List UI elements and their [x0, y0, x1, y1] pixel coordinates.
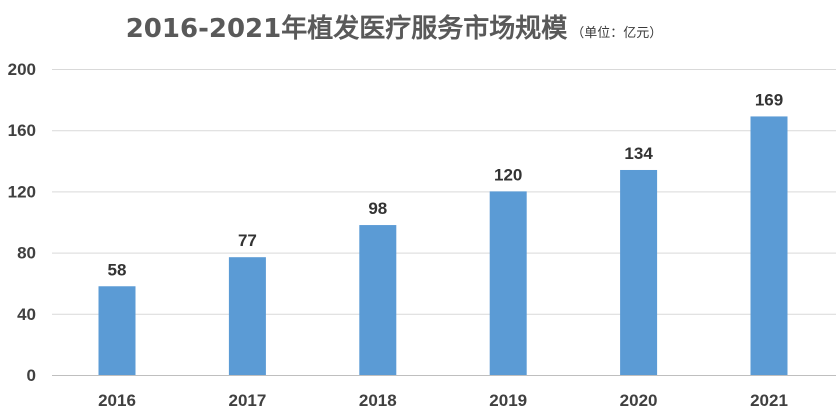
data-label: 77 [238, 231, 257, 250]
y-tick-label: 120 [8, 182, 36, 201]
data-label: 134 [624, 144, 653, 163]
y-tick-label: 0 [27, 366, 36, 385]
x-tick-label: 2019 [489, 391, 527, 410]
y-axis-ticks: 0 40 80 120 160 200 [8, 60, 36, 385]
x-tick-label: 2016 [98, 391, 136, 410]
y-tick-label: 160 [8, 121, 36, 140]
bar [98, 286, 136, 375]
data-label: 98 [368, 199, 387, 218]
x-tick-label: 2017 [228, 391, 266, 410]
y-tick-label: 40 [17, 305, 36, 324]
y-tick-label: 200 [8, 60, 36, 79]
x-tick-label: 2018 [359, 391, 397, 410]
chart-title: 2016-2021年植发医疗服务市场规模 （单位：亿元） [126, 13, 663, 44]
bar [750, 116, 788, 376]
chart-title-unit: （单位：亿元） [571, 26, 662, 41]
data-label: 120 [494, 165, 522, 184]
x-tick-label: 2020 [620, 391, 658, 410]
bars [98, 116, 788, 376]
bar [359, 225, 397, 375]
bar [489, 191, 527, 375]
data-label: 169 [755, 90, 783, 109]
gridlines [52, 69, 836, 376]
x-axis-ticks: 2016 2017 2018 2019 2020 2021 [98, 391, 788, 410]
y-tick-label: 80 [17, 244, 36, 263]
chart-title-main: 2016-2021年植发医疗服务市场规模 [126, 13, 569, 44]
data-label: 58 [108, 260, 127, 279]
bar [228, 257, 266, 375]
x-tick-label: 2021 [750, 391, 788, 410]
data-labels: 58 77 98 120 134 169 [108, 90, 784, 279]
bar [620, 169, 658, 375]
